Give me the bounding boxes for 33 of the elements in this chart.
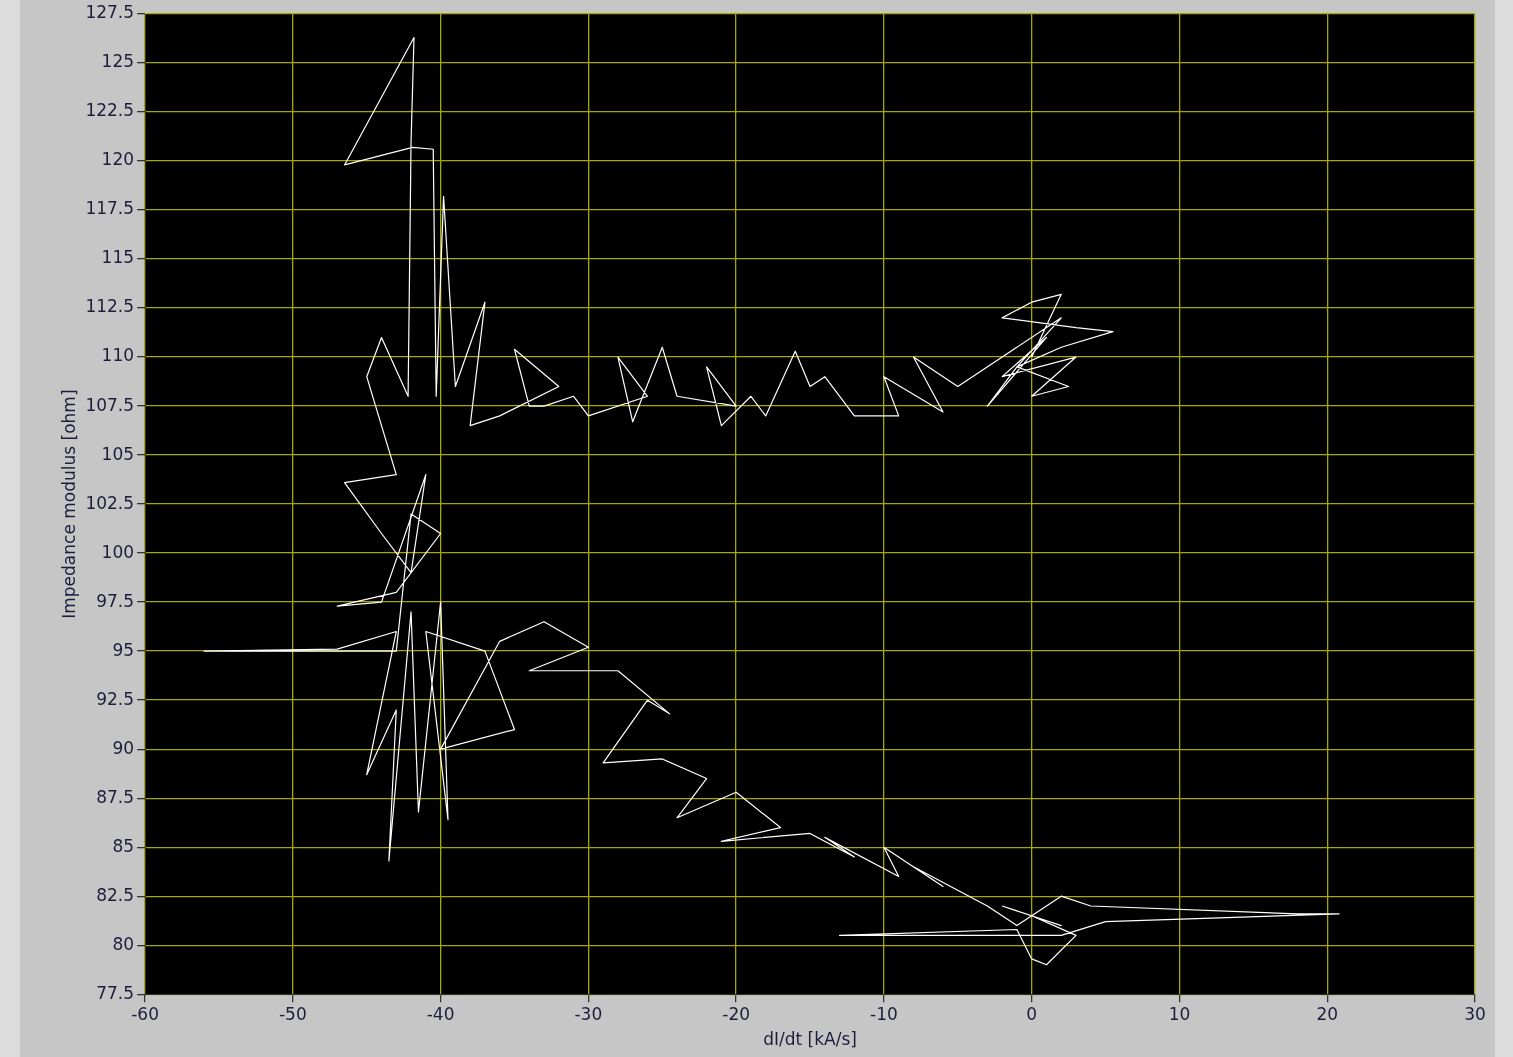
- x-tick-label: 10: [1168, 1003, 1191, 1024]
- y-tick-label: 110: [101, 345, 135, 366]
- x-tick-label: 0: [1026, 1003, 1038, 1024]
- x-tick-label: -60: [131, 1003, 159, 1024]
- y-tick-label: 92.5: [96, 688, 135, 709]
- y-tick-label: 112.5: [85, 296, 135, 317]
- x-tick-label: -50: [278, 1003, 307, 1024]
- x-tick-label: 20: [1316, 1003, 1339, 1024]
- y-tick-label: 82.5: [96, 884, 135, 905]
- x-axis-title: dI/dt [kA/s]: [763, 1029, 857, 1050]
- y-tick-label: 105: [101, 443, 135, 464]
- y-tick-label: 90: [112, 737, 135, 758]
- y-tick-label: 80: [112, 933, 135, 954]
- x-tick-label: -40: [426, 1003, 455, 1024]
- y-tick-label: 117.5: [85, 198, 135, 219]
- y-axis-title: Impedance modulus [ohm]: [58, 389, 79, 619]
- y-tick-label: 125: [101, 51, 135, 72]
- y-tick-label: 127.5: [85, 2, 135, 23]
- y-tick-label: 107.5: [85, 394, 135, 415]
- y-tick-label: 115: [101, 247, 135, 268]
- x-tick-label: -20: [722, 1003, 751, 1024]
- x-tick-label: 30: [1464, 1003, 1486, 1024]
- y-tick-label: 77.5: [96, 982, 135, 1003]
- x-tick-label: -10: [870, 1003, 898, 1024]
- y-tick-label: 97.5: [96, 590, 135, 611]
- y-tick-label: 120: [101, 149, 135, 170]
- y-tick-label: 100: [101, 541, 135, 562]
- y-tick-label: 87.5: [96, 786, 135, 807]
- y-tick-label: 122.5: [85, 100, 135, 121]
- y-tick-label: 85: [112, 835, 135, 856]
- y-tick-label: 95: [112, 639, 135, 660]
- y-tick-label: 102.5: [85, 492, 135, 513]
- x-tick-label: -30: [574, 1003, 603, 1024]
